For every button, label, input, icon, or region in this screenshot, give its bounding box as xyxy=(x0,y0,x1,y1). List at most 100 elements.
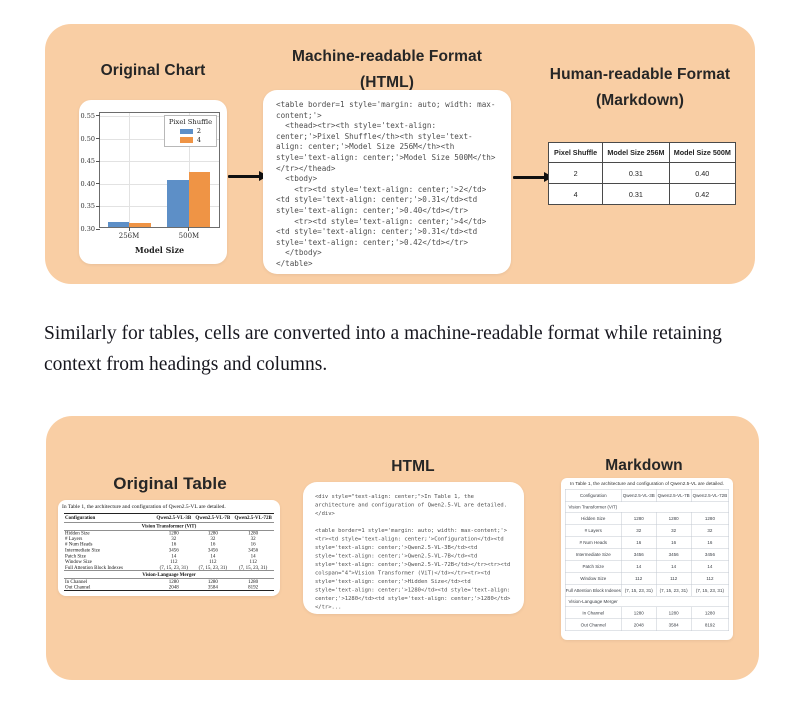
original-table-content: In Table 1, the architecture and configu… xyxy=(58,500,280,596)
code-line: <td style='text-align: center;'>0.31</td… xyxy=(276,227,478,237)
table-cell: 16 xyxy=(171,541,177,548)
table-cell: (7, 15, 23, 31) xyxy=(690,584,730,597)
original-table-caption: In Table 1, the architecture and configu… xyxy=(62,503,226,510)
gridline-horizontal xyxy=(100,161,219,163)
table-row: Intermediate Size 3456 3456 3456 xyxy=(64,547,274,554)
human-readable-title-line2: (Markdown) xyxy=(596,92,684,109)
table-cell: 1280 xyxy=(621,606,657,619)
x-axis-tick xyxy=(188,227,190,231)
table-cell: # Num Heads xyxy=(565,536,622,549)
table-cell: 112 xyxy=(209,559,217,565)
table-row: Hidden Size 1280 1280 1280 xyxy=(565,512,730,525)
table-section-row: Vision Transformer (ViT) xyxy=(565,501,729,513)
table-row: Hidden Size 1280 1280 1280 xyxy=(64,530,274,536)
table-cell: (7, 15, 23, 31) xyxy=(154,564,194,571)
chart-card: 0.30 0.35 0.40 0.45 0.50 0.55 256M 500M Pixel Sh… xyxy=(79,100,227,264)
chart-x-axis-label: Model Size xyxy=(134,245,185,255)
chart-plot: 0.30 0.35 0.40 0.45 0.50 0.55 256M 500M Pixel Sh… xyxy=(81,112,220,240)
table-cell: Out Channel xyxy=(64,584,155,591)
machine-readable-title-line2: (HTML) xyxy=(360,74,414,91)
table-cell: Window Size xyxy=(565,572,622,585)
code-line: <tbody> xyxy=(276,174,318,184)
table-row: Window Size 112 112 112 xyxy=(565,572,730,585)
machine-readable-title: Machine-readable Format (HTML) xyxy=(287,44,487,96)
table-row: Patch Size 14 14 14 xyxy=(64,553,274,559)
code-line xyxy=(315,518,507,527)
table-cell: Intermediate Size xyxy=(65,547,101,554)
chart-legend: Pixel Shuffle 2 4 xyxy=(164,115,217,147)
table-header-cell: Configuration xyxy=(64,513,155,523)
table-row: Full Attention Block Indexes (7, 15, 23, … xyxy=(565,584,730,597)
table-cell: 32 xyxy=(250,535,256,542)
table-row: # Num Heads 16 16 16 xyxy=(565,536,730,549)
table-cell: 0.40 xyxy=(668,162,737,184)
legend-swatch xyxy=(179,137,193,143)
x-axis-tick xyxy=(128,227,130,231)
table-row: Window Size 112 112 112 xyxy=(64,559,274,565)
table-cell: 3584 xyxy=(655,618,692,631)
table-cell: 32 xyxy=(690,524,730,537)
y-axis-tick xyxy=(96,228,100,230)
table-cell: Full Attention Block Indexes xyxy=(565,584,622,597)
table-header-cell: Qwen2.5-VL-7B xyxy=(655,489,692,502)
table-cell: 1280 xyxy=(207,578,218,585)
table-row: Out Channel 2048 3584 8192 xyxy=(64,584,274,591)
table-section-row: Vision-Language Merger xyxy=(64,570,274,579)
table-cell: Window Size xyxy=(65,559,92,565)
table-cell: # Layers xyxy=(565,524,622,537)
table-cell: 1280 xyxy=(655,606,692,619)
table-row: Patch Size 14 14 14 xyxy=(565,560,730,573)
machine-readable-title-line1: Machine-readable Format xyxy=(291,48,483,65)
chart-bar xyxy=(107,221,130,227)
gridline-horizontal xyxy=(100,206,219,208)
legend-swatch xyxy=(179,128,193,134)
code-line: style='text-align: center;'>Hidden Size<… xyxy=(315,578,471,585)
table-cell: 2 xyxy=(547,162,604,184)
table-cell: 1280 xyxy=(168,578,179,585)
table-section-row: Vision-Language Merger xyxy=(565,596,729,607)
legend-entry: 2 xyxy=(167,127,214,136)
table-row: Out Channel 2048 3584 8192 xyxy=(565,618,730,631)
table-header-cell: Model Size 500M xyxy=(668,142,737,163)
table-cell: 112 xyxy=(249,559,257,565)
table-cell: 112 xyxy=(655,572,692,585)
chart-bar xyxy=(167,180,189,227)
table-cell: 1280 xyxy=(655,512,692,525)
y-axis-tick xyxy=(96,138,100,140)
table-section-row: Vision Transformer (ViT) xyxy=(64,522,274,531)
y-tick-label: 0.55 xyxy=(80,111,95,120)
table-header-cell: Qwen2.5-VL-72B xyxy=(690,489,730,502)
table-cell: 16 xyxy=(690,536,730,549)
table-cell: 3456 xyxy=(690,548,730,561)
table-cell: 1280 xyxy=(248,530,259,536)
table-cell: In Channel xyxy=(565,606,622,619)
table-cell: 14 xyxy=(250,553,256,559)
table-header-cell: Qwen2.5-VL-72B xyxy=(232,513,274,523)
code-line: <td style='text-align: center;'>0.31</td… xyxy=(276,195,478,205)
html-code-block: <table border=1 style='margin: auto; wid… xyxy=(263,90,511,274)
code-line: <tr><td style='text-align: center;'>Conf… xyxy=(315,535,504,543)
table-cell: 1280 xyxy=(168,530,179,536)
table-cell: 0.31 xyxy=(602,162,670,184)
html-code-block-2: <div style="text-align: center;">In Tabl… xyxy=(303,482,512,611)
table-row: Intermediate Size 3456 3456 3456 xyxy=(565,548,730,561)
table-row: In Channel 1280 1280 1280 xyxy=(64,579,274,585)
body-paragraph: Similarly for tables, cells are converte… xyxy=(44,323,722,375)
x-tick-label: 500M xyxy=(178,232,200,240)
table-cell: Hidden Size xyxy=(65,530,90,536)
table-cell: 1280 xyxy=(621,512,657,525)
table-row: # Layers 32 32 32 xyxy=(565,524,730,537)
table-cell: 112 xyxy=(621,572,657,585)
bottom-panel: Original Table HTML Markdown In Table 1,… xyxy=(46,416,759,680)
code-line: <tr><td style='text-align: center;'>2</t… xyxy=(276,184,487,194)
table-cell: 2048 xyxy=(621,618,657,631)
table-cell: # Num Heads xyxy=(65,541,93,548)
table-cell: 4 xyxy=(547,183,604,205)
y-axis-tick xyxy=(96,205,100,207)
gridline-horizontal xyxy=(100,138,219,140)
arrow-right-icon xyxy=(513,172,553,183)
table-header-cell: Qwen2.5-VL-7B xyxy=(193,513,233,523)
gridline-vertical xyxy=(129,113,131,227)
y-tick-label: 0.35 xyxy=(80,202,95,211)
code-line: center;'>1280</td><td style='text-align:… xyxy=(315,595,511,602)
